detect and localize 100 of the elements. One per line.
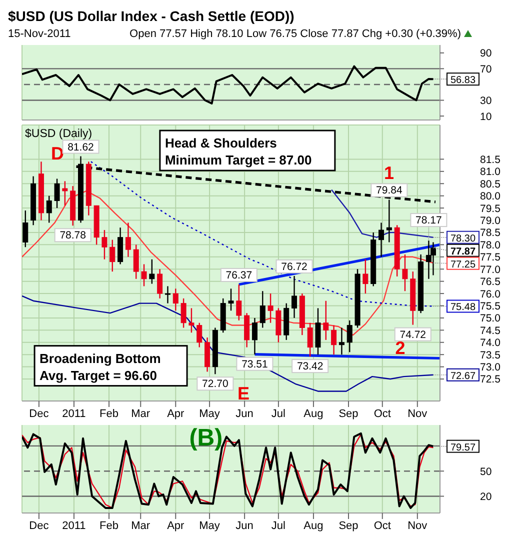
x-tick-label: Dec [29,408,50,420]
annotation: 75.48 [450,302,476,314]
x-tick-label: 2011 [62,408,86,420]
x-tick-label: Sep [338,520,358,532]
x-tick-label: Feb [100,408,118,420]
annotation: 56.83 [450,75,476,86]
y-tick-label: 72.5 [480,374,501,386]
price-tag: 81.62 [62,140,100,154]
candlestick [141,264,147,287]
x-tick-label: Aug [304,408,324,420]
y-tick-label: 74.5 [480,324,501,337]
annotation: 72.67 [450,370,476,382]
y-tick-label: 81.0 [480,166,501,178]
candlestick [102,229,108,260]
annotation: 81.62 [68,141,94,154]
candlestick [125,222,131,258]
candlestick [402,254,408,292]
candlestick [228,288,234,312]
y-tick-label: 77.0 [480,264,501,276]
price-tag: 74.72 [394,327,432,342]
annotation: E [238,384,250,404]
annotation: 78.30 [450,233,476,244]
annotation: 72.70 [202,378,228,390]
annotation: 78.78 [60,230,86,242]
y-tick-label: 75.5 [480,300,501,312]
annotation: 78.17 [416,214,442,227]
candlestick [331,324,337,356]
price-tag: 73.51 [236,356,274,371]
candlestick [430,242,436,276]
annotation: D [51,144,64,164]
x-tick-label: Sep [338,408,358,420]
candlestick [346,320,352,353]
annotation: 73.51 [242,358,268,370]
price-tag: 79.84 [370,183,408,198]
y-tick-label: 10 [480,110,492,123]
candlestick [172,288,178,312]
y-tick-label: 79.0 [480,214,501,227]
candlestick [110,239,116,272]
y-tick-label: 90 [480,48,492,60]
y-tick-label: 73.0 [480,362,501,374]
x-tick-label: Dec [29,520,50,532]
y-tick-label: 75.0 [480,312,501,325]
y-tick-label: 73.5 [480,349,501,362]
candlestick [54,178,60,209]
y-tick-label: 30 [480,94,492,107]
x-tick-label: Mar [131,408,150,420]
candlestick [133,244,139,280]
x-tick-label: Oct [374,408,391,420]
candlestick [268,292,274,324]
y-tick-label: 79.5 [480,202,501,215]
x-tick-label: Jul [271,408,286,420]
candlestick [180,298,186,328]
y-tick-label: 77.5 [480,252,501,264]
candlestick [307,322,313,358]
annotation: Head & Shoulders Minimum Target = 87.00 [164,136,312,168]
x-tick-label: May [199,520,220,532]
candlestick [378,222,384,258]
x-tick-label: 2011 [62,520,86,532]
x-tick-label: Jun [236,520,254,532]
x-tick-label: Oct [374,520,391,532]
y-tick-label: 76.0 [480,288,501,300]
x-tick-label: Feb [100,520,118,532]
x-tick-label: Apr [167,520,185,532]
chart-title: $USD (US Dollar Index - Cash Settle (EOD)) [8,8,296,26]
annotation: 76.37 [226,269,252,282]
y-tick-label: 20 [480,490,492,503]
price-tag: 76.37 [220,268,258,282]
annotation: 73.42 [296,360,324,373]
annotation: $USD (Daily) [25,128,92,140]
x-tick-label: Jul [271,520,286,532]
candlestick [338,327,344,356]
annotation: 76.72 [281,260,308,273]
x-tick-label: Nov [408,520,428,532]
x-tick-label: Nov [408,408,428,420]
candlestick [196,322,202,348]
annotation: 79.57 [450,442,476,454]
candlestick [149,258,155,284]
annotation: (B) [189,424,223,452]
annotation: 77.87 [450,246,476,258]
y-tick-label: 78.0 [480,239,501,252]
candlestick [362,258,368,294]
candlestick [292,275,298,319]
x-tick-label: Jun [236,408,254,420]
candlestick [236,284,242,321]
y-tick-label: 50 [480,466,492,478]
x-tick-label: May [199,408,220,420]
price-tag: 76.72 [276,259,313,274]
price-tag: 78.78 [54,228,92,242]
candlestick [323,300,329,341]
price-tag: 73.42 [292,359,329,374]
candlestick [62,180,68,206]
x-tick-label: Aug [304,520,324,532]
y-tick-label: 78.5 [480,227,501,240]
y-tick-label: 81.5 [480,154,501,166]
y-tick-label: 80.0 [480,190,501,203]
note-box: Broadening Bottom Avg. Target = 96.60 [34,345,188,387]
candlestick [164,286,170,304]
annotation: 79.84 [376,184,402,197]
annotation: Broadening Bottom Avg. Target = 96.60 [40,350,161,383]
line-series [22,65,434,104]
